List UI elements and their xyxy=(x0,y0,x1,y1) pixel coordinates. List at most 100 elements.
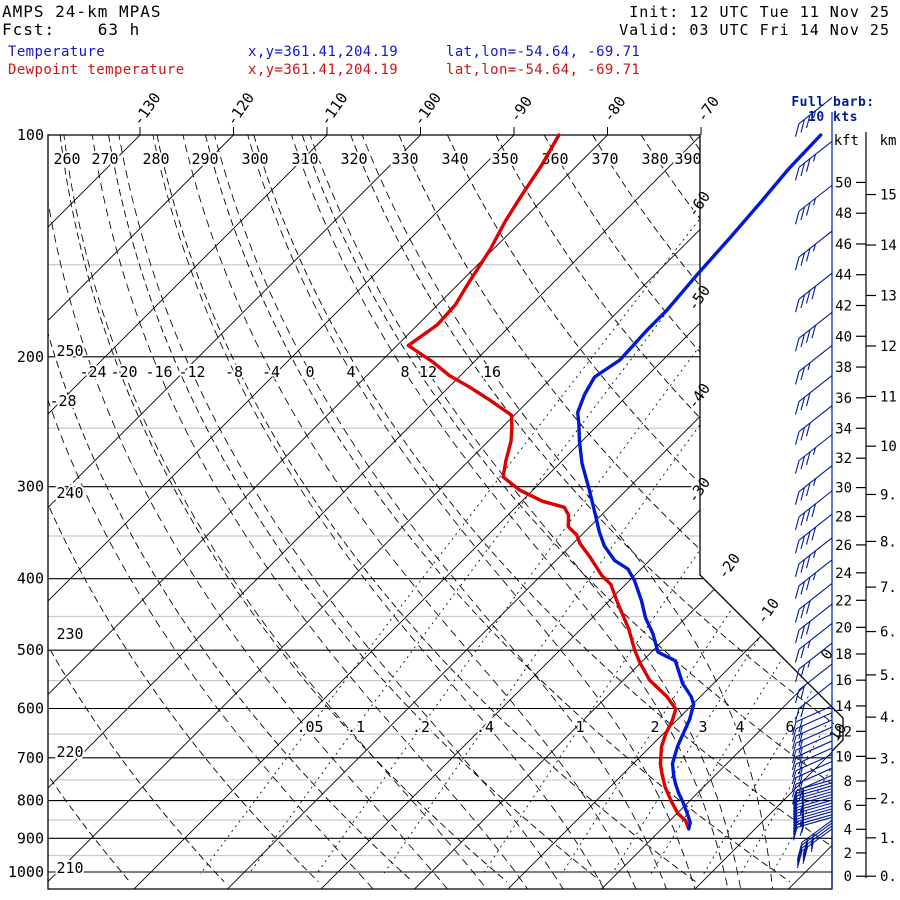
kft-tick-label: 46 xyxy=(835,237,852,253)
isotherm-right-label: -60 xyxy=(684,188,714,221)
kft-tick-label: 16 xyxy=(835,673,852,689)
temperature-legend-label: Temperature xyxy=(8,44,106,60)
kft-tick-label: 22 xyxy=(835,593,852,609)
temperature-latlon: lat,lon=-54.64, -69.71 xyxy=(446,44,641,60)
dry-adiabat-label: 220 xyxy=(56,743,83,761)
km-tick-label: 4. xyxy=(880,710,897,726)
valid-time: Valid: 03 UTC Fri 14 Nov 25 xyxy=(619,21,890,39)
moist-adiabats xyxy=(48,135,774,889)
km-tick-label: 11. xyxy=(880,389,900,405)
moist-adiabat-label: 4 xyxy=(346,363,355,381)
km-tick-label: 1. xyxy=(880,831,897,847)
kft-tick-label: 34 xyxy=(835,421,852,437)
pressure-label: 100 xyxy=(17,126,44,144)
pressure-label: 300 xyxy=(17,478,44,496)
dry-adiabat-label: 330 xyxy=(391,150,418,168)
isotherm-top-label: -80 xyxy=(599,93,629,126)
pressure-label: 200 xyxy=(17,348,44,366)
dry-adiabat-label: 270 xyxy=(91,150,118,168)
km-tick-label: 3. xyxy=(880,751,897,767)
dewpoint-latlon: lat,lon=-54.64, -69.71 xyxy=(446,62,641,78)
mixing-ratio-label: .4 xyxy=(476,718,494,736)
init-time: Init: 12 UTC Tue 11 Nov 25 xyxy=(629,3,890,21)
kft-tick-label: 14 xyxy=(835,699,852,715)
isotherm-right-label: -20 xyxy=(714,550,744,583)
km-tick-label: 12. xyxy=(880,339,900,355)
moist-adiabat-label: -28 xyxy=(49,392,76,410)
km-tick-label: 14. xyxy=(880,238,900,254)
dry-adiabat-label: 380 xyxy=(641,150,668,168)
dry-adiabat-label: 240 xyxy=(56,484,83,502)
kft-tick-label: 28 xyxy=(835,509,852,525)
moist-adiabat-label: 12 xyxy=(419,363,437,381)
model-title: AMPS 24-km MPAS xyxy=(2,2,162,21)
km-axis-header: km xyxy=(880,133,897,149)
moist-adiabat-label: -4 xyxy=(262,363,280,381)
isotherm-top-label: -110 xyxy=(316,89,351,129)
kft-tick-label: 0 xyxy=(844,869,852,885)
moist-adiabat-label: -20 xyxy=(110,363,137,381)
wind-barbs xyxy=(791,97,833,889)
kft-tick-label: 20 xyxy=(835,620,852,636)
kft-tick-label: 44 xyxy=(835,268,852,284)
kft-tick-label: 42 xyxy=(835,299,852,315)
km-tick-label: 10. xyxy=(880,439,900,455)
isotherm-top-label: -120 xyxy=(223,89,258,129)
dry-adiabat-label: 290 xyxy=(191,150,218,168)
dry-adiabat-label: 340 xyxy=(441,150,468,168)
kft-tick-label: 30 xyxy=(835,481,852,497)
mixing-ratio-label: 2 xyxy=(650,718,659,736)
kft-tick-label: 18 xyxy=(835,647,852,663)
dry-adiabat-label: 210 xyxy=(56,859,83,877)
moist-adiabat-label: 0 xyxy=(305,363,314,381)
plot-labels xyxy=(139,127,702,135)
km-tick-label: 0. xyxy=(880,869,897,885)
mixing-ratio-label: 4 xyxy=(735,718,744,736)
dry-adiabat-label: 350 xyxy=(491,150,518,168)
moist-adiabat-label: -8 xyxy=(225,363,243,381)
altitude-axis xyxy=(856,132,876,878)
km-tick-label: 15. xyxy=(880,188,900,204)
kft-tick-label: 38 xyxy=(835,360,852,376)
forecast-hour: Fcst: 63 h xyxy=(2,20,141,39)
kft-tick-label: 4 xyxy=(844,822,852,838)
moist-adiabat-label: 8 xyxy=(400,363,409,381)
isotherm-right-label: -10 xyxy=(753,595,783,628)
dewpoint-curve xyxy=(406,133,691,830)
pressure-label: 600 xyxy=(17,699,44,717)
mixing-ratio-lines xyxy=(200,135,843,875)
km-tick-label: 13. xyxy=(880,288,900,304)
km-tick-label: 7. xyxy=(880,580,897,596)
km-tick-label: 2. xyxy=(880,792,897,808)
moist-adiabat-label: -24 xyxy=(79,363,106,381)
dry-adiabat-label: 230 xyxy=(56,625,83,643)
dewpoint-legend-label: Dewpoint temperature xyxy=(8,62,185,78)
kft-tick-label: 26 xyxy=(835,538,852,554)
km-tick-label: 6. xyxy=(880,625,897,641)
kft-tick-label: 6 xyxy=(844,798,852,814)
barb-legend-title: Full barb: xyxy=(791,95,875,110)
isotherms xyxy=(48,135,843,889)
kft-tick-label: 8 xyxy=(844,774,852,790)
isotherm-right-label: -30 xyxy=(684,474,714,507)
dewpoint-grid-xy: x,y=361.41,204.19 xyxy=(248,62,399,78)
kft-tick-label: 24 xyxy=(835,566,852,582)
kft-tick-label: 12 xyxy=(835,724,852,740)
dry-adiabat-label: 280 xyxy=(142,150,169,168)
isotherm-top-label: -70 xyxy=(693,93,723,126)
mixing-ratio-label: 1 xyxy=(575,718,584,736)
dry-adiabat-label: 310 xyxy=(291,150,318,168)
moist-adiabat-label: 16 xyxy=(483,363,501,381)
pressure-label: 400 xyxy=(17,570,44,588)
kft-tick-label: 40 xyxy=(835,329,852,345)
kft-tick-label: 36 xyxy=(835,391,852,407)
isotherm-right-label: 0 xyxy=(817,645,837,663)
mixing-ratio-label: .05 xyxy=(296,718,323,736)
isotherm-right-label: -40 xyxy=(684,380,714,413)
temperature-curve xyxy=(576,133,823,831)
temperature-grid-xy: x,y=361.41,204.19 xyxy=(248,44,399,60)
kft-tick-label: 48 xyxy=(835,206,852,222)
plot-border xyxy=(47,134,844,890)
